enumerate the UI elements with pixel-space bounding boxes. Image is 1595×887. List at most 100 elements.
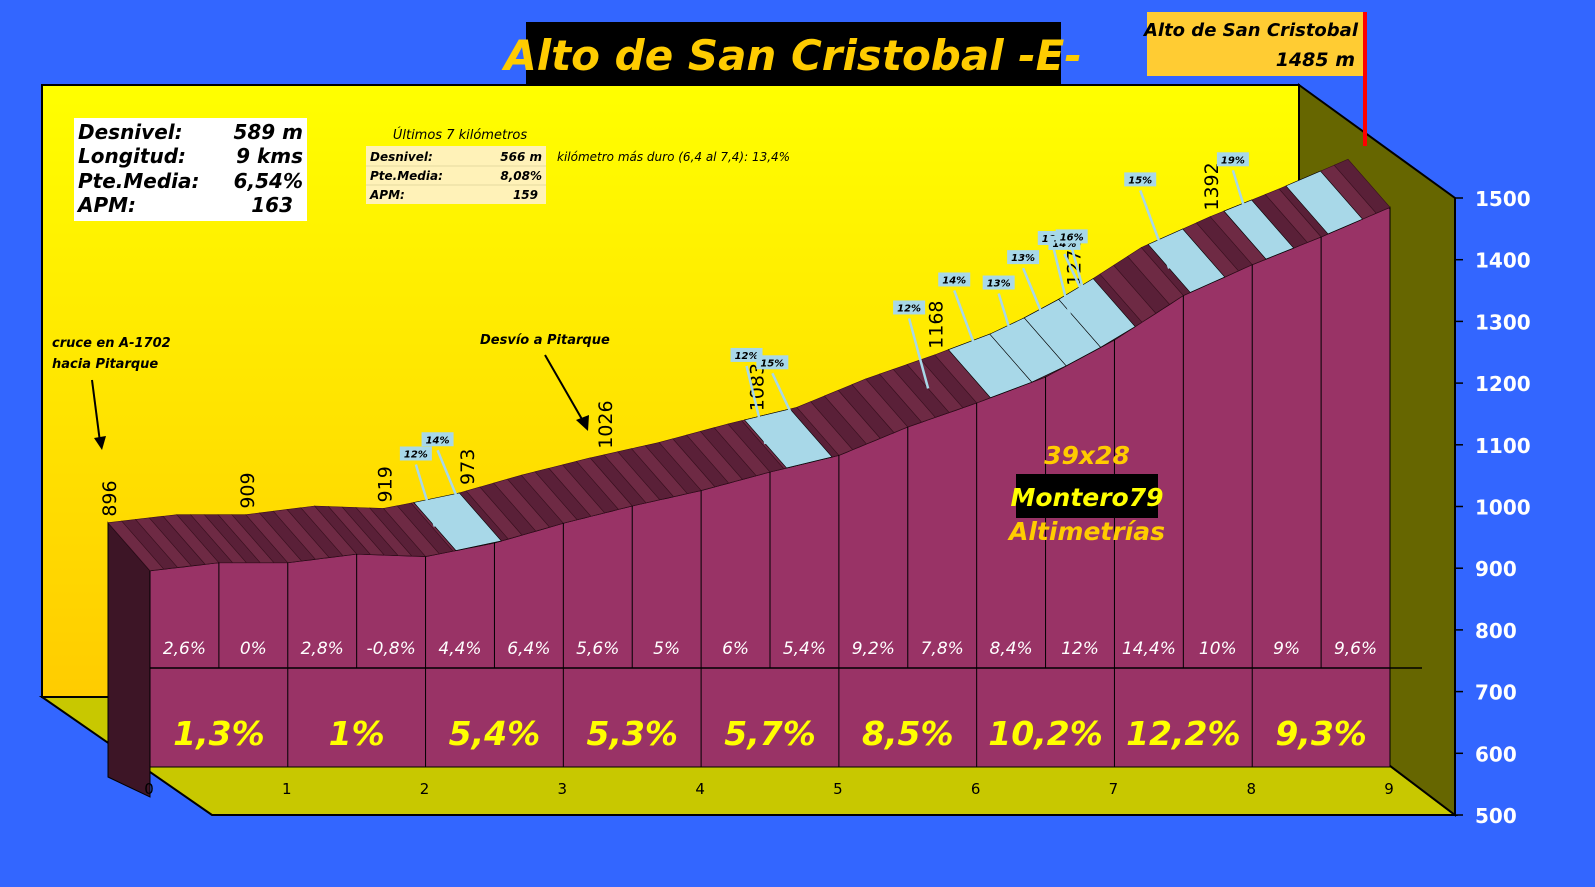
x-tick-label: 7	[1109, 780, 1119, 798]
steep-callout-tag	[938, 272, 971, 287]
x-tick-label: 8	[1246, 780, 1256, 798]
steep-callout-label: 15%	[1128, 175, 1152, 186]
half-km-gradient-label: 7,8%	[921, 639, 964, 659]
stats-table: Desnivel: 589 m Longitud: 9 kms Pte.Medi…	[76, 120, 303, 217]
altitude-label: 919	[375, 466, 397, 502]
half-km-gradient-label: 0%	[240, 639, 267, 659]
half-km-gradient-label: 8,4%	[990, 639, 1033, 659]
x-tick-label: 4	[695, 780, 705, 798]
stats-value-pte-media: 6,54%	[234, 169, 303, 193]
altitude-label: 1026	[595, 400, 617, 448]
steep-callout-label: 14%	[426, 435, 450, 446]
last7-title: Últimos 7 kilómetros	[393, 127, 528, 143]
last7-label-apm: APM:	[369, 188, 405, 202]
annotation-desvio-arrow	[544, 354, 584, 422]
road-strip-band	[1333, 158, 1391, 214]
km-gradient-label: 10,2%	[988, 714, 1103, 753]
last7-box	[366, 146, 546, 204]
km-gradient-label: 5,3%	[586, 714, 678, 753]
km-gradient-label: 5,4%	[449, 714, 541, 753]
half-km-gradient-label: 5,6%	[576, 639, 619, 659]
steep-callout-label: 13%	[987, 279, 1011, 290]
steep-callout-tag	[730, 347, 763, 362]
x-tick-label: 5	[833, 780, 843, 798]
altitude-label: 1168	[926, 300, 948, 348]
steep-callout-label: 13%	[1011, 253, 1035, 264]
steep-callout-pointer	[907, 318, 930, 389]
y-tick-label: 1500	[1475, 187, 1531, 211]
steep-callout-tag	[1124, 172, 1157, 187]
steep-callout-pointer	[1231, 169, 1254, 233]
x-tick-label: 6	[971, 780, 981, 798]
half-km-gradient-label: 4,4%	[438, 639, 481, 659]
page-title: Alto de San Cristobal -E-	[501, 31, 1082, 80]
x-tick-label: 3	[558, 780, 568, 798]
steep-callout-pointer	[1139, 189, 1171, 269]
steep-segment	[1147, 228, 1226, 293]
y-tick-label: 600	[1475, 742, 1517, 766]
steep-callout-pointer	[436, 449, 468, 521]
watermark-author-box	[1016, 474, 1158, 518]
steep-callout-tag	[982, 275, 1015, 290]
x-tick-label: 9	[1384, 780, 1394, 798]
watermark-brand: Altimetrías	[1007, 517, 1165, 546]
steep-callout-tag	[1055, 229, 1088, 244]
watermark-author: Montero79	[1010, 483, 1163, 512]
x-tick-label: 2	[420, 780, 430, 798]
steep-callout-label: 12%	[404, 450, 428, 461]
steep-callout-tag	[1216, 152, 1249, 167]
steep-callout-pointer	[953, 290, 985, 369]
steep-callout-pointer	[414, 464, 437, 527]
km-gradient-label: 1,3%	[173, 714, 265, 753]
y-tick-label: 1200	[1475, 372, 1531, 396]
half-km-gradient-label: 12%	[1061, 639, 1099, 659]
y-tick-label: 1100	[1475, 434, 1531, 458]
y-tick-label: 800	[1475, 619, 1517, 643]
stats-value-longitud: 9 kms	[236, 144, 303, 168]
last7-label-desnivel: Desnivel:	[370, 150, 433, 164]
steep-callout-tag	[756, 355, 789, 370]
stats-box	[74, 118, 307, 221]
y-tick-label: 500	[1475, 804, 1517, 828]
y-tick-label: 700	[1475, 681, 1517, 705]
hardest-km-note: kilómetro más duro (6,4 al 7,4): 13,4%	[557, 150, 790, 164]
watermark-gear: 39x28	[1044, 441, 1130, 470]
steep-callout-pointer	[1070, 247, 1092, 318]
steep-callout-pointer	[771, 372, 803, 436]
stats-value-apm: 163	[251, 193, 293, 217]
altitude-label: 973	[457, 449, 479, 485]
steep-callout-tag	[421, 432, 454, 447]
half-km-gradient-label: -0,8%	[366, 639, 415, 659]
stats-label-pte-media: Pte.Media:	[78, 169, 200, 193]
steep-callout-pointer	[1021, 267, 1054, 339]
km-gradient-label: 5,7%	[724, 714, 816, 753]
steep-callout-label: 12%	[735, 351, 759, 362]
x-tick-label: 1	[282, 780, 292, 798]
annotation-desvio: Desvío a Pitarque	[480, 333, 610, 348]
annotation-cruce: cruce en A-1702	[52, 336, 171, 351]
x-tick-label: 0	[144, 780, 154, 798]
half-km-gradient-label: 5,4%	[783, 639, 826, 659]
annotation-cruce-arrow	[91, 379, 101, 443]
last7-value-apm: 159	[513, 188, 538, 202]
half-km-gradient-label: 2,8%	[301, 639, 344, 659]
stats-label-longitud: Longitud:	[78, 144, 186, 168]
altitude-label: 1083	[747, 363, 769, 411]
steep-callout-label: 16%	[1060, 232, 1084, 243]
steep-callout-tag	[399, 446, 432, 461]
half-km-gradient-label: 6,4%	[507, 639, 550, 659]
last7-label-pte-media: Pte.Media:	[370, 169, 443, 183]
steep-callout-label: 19%	[1221, 155, 1245, 166]
half-km-gradient-label: 10%	[1199, 639, 1237, 659]
altitude-label: 909	[237, 472, 259, 508]
y-tick-label: 1400	[1475, 249, 1531, 273]
half-km-gradient-label: 6%	[722, 639, 749, 659]
steep-callout-pointer	[997, 293, 1019, 356]
altitude-label: 896	[99, 480, 121, 516]
last7-value-pte-media: 8,08%	[500, 169, 542, 183]
y-tick-label: 1000	[1475, 496, 1531, 520]
steep-callout-label: 12%	[897, 303, 921, 314]
annotation-cruce-line2: hacia Pitarque	[52, 357, 158, 372]
steep-callout-tag	[1007, 250, 1040, 265]
